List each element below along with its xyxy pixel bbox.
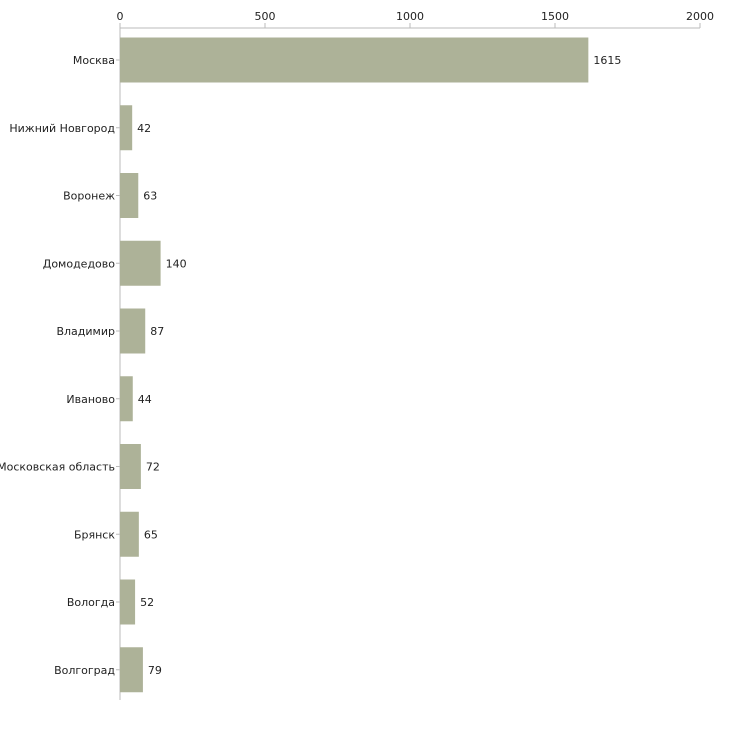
value-label: 52	[140, 596, 154, 609]
x-axis: 0 500 1000 1500 2000	[117, 10, 714, 700]
value-labels: 1615 42 63 140 87 44 72 65 52 79	[137, 54, 621, 677]
bar	[120, 105, 133, 151]
bars	[120, 37, 589, 693]
bar	[120, 376, 133, 422]
category-labels: Москва Нижний Новгород Воронеж Домодедово Вл…	[0, 54, 120, 677]
value-label: 44	[138, 393, 152, 406]
bar	[120, 240, 161, 286]
bar	[120, 444, 141, 489]
category-label: Воронеж	[63, 190, 115, 203]
value-label: 79	[148, 664, 162, 677]
x-tick-label: 500	[255, 10, 276, 23]
category-label: Владимир	[56, 325, 115, 338]
bar	[120, 647, 143, 693]
value-label: 72	[146, 461, 160, 474]
category-label: Волгоград	[54, 664, 115, 677]
bar	[120, 173, 139, 218]
category-label: Брянск	[74, 528, 115, 541]
x-tick-label: 2000	[686, 10, 714, 23]
category-label: Иваново	[66, 393, 115, 406]
bar	[120, 37, 589, 83]
bar	[120, 579, 136, 625]
value-label: 42	[137, 122, 151, 135]
category-label: Московская область	[0, 461, 115, 474]
category-label: Москва	[73, 54, 115, 67]
value-label: 63	[143, 190, 157, 203]
x-tick-label: 1000	[396, 10, 424, 23]
category-label: Вологда	[67, 596, 115, 609]
bar	[120, 308, 146, 354]
value-label: 140	[166, 257, 187, 270]
x-tick-label: 1500	[541, 10, 569, 23]
value-label: 87	[150, 325, 164, 338]
value-label: 65	[144, 528, 158, 541]
category-label: Нижний Новгород	[9, 122, 115, 135]
bar	[120, 511, 139, 557]
category-label: Домодедово	[43, 257, 116, 270]
value-label: 1615	[593, 54, 621, 67]
x-tick-label: 0	[117, 10, 124, 23]
